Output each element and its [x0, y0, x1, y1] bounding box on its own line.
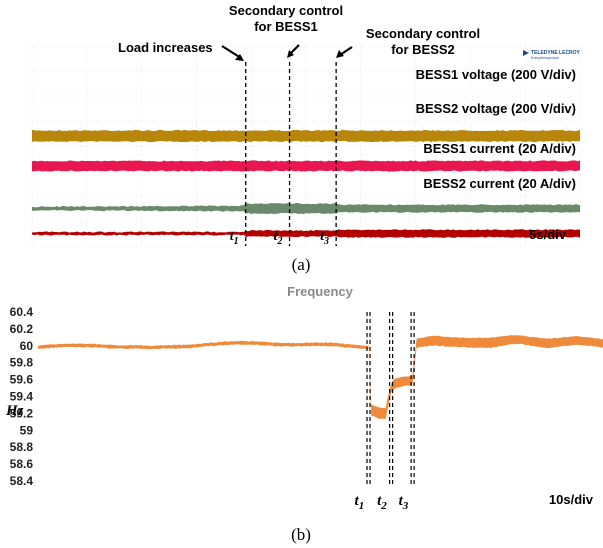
y-tick-label: 59 [20, 423, 34, 437]
sec1-arrowhead-icon [287, 50, 294, 58]
frequency-event-label: t1 [355, 493, 365, 512]
y-tick-label: 58.6 [10, 457, 34, 471]
load-increases-annotation: Load increases [118, 40, 213, 55]
scope-grid [31, 45, 581, 247]
logo-mark-icon [523, 50, 529, 56]
scope-panel: TELEDYNE LECROY Everywhereyoulook BESS1 … [31, 3, 581, 274]
frequency-trace [38, 334, 603, 419]
frequency-event-label: t3 [399, 493, 409, 512]
bess1-current-label: BESS1 current (20 A/div) [423, 141, 576, 156]
frequency-timebase: 10s/div [549, 492, 594, 507]
scope-trace-3 [32, 203, 580, 215]
load-arrow [221, 45, 242, 59]
secondary-control-bess1-line2: for BESS1 [254, 19, 318, 34]
bess2-voltage-label: BESS2 voltage (200 V/div) [416, 101, 576, 116]
frequency-title: Frequency [287, 284, 354, 299]
y-tick-label: 59.6 [10, 373, 34, 387]
scope-traces [32, 129, 580, 238]
panel-b-caption: (b) [291, 525, 311, 544]
logo-text: TELEDYNE LECROY [531, 50, 581, 56]
y-tick-label: 59.2 [10, 406, 34, 420]
secondary-control-bess2-line1: Secondary control [366, 26, 480, 41]
frequency-event-label: t2 [377, 493, 387, 512]
bess2-current-label: BESS2 current (20 A/div) [423, 176, 576, 191]
scope-trace-2 [32, 160, 580, 172]
scope-event-label: t2 [274, 229, 283, 247]
scope-event-label: t3 [320, 229, 329, 247]
frequency-y-ticks: 60.4 60.2 60 59.8 59.6 59.4 59.2 59 58.8 58.6 58.4 [10, 305, 34, 488]
frequency-event-labels: t1 t2 t3 [355, 493, 409, 512]
teledyne-lecroy-logo: TELEDYNE LECROY Everywhereyoulook [523, 50, 581, 60]
annotation-arrows [221, 44, 353, 61]
frequency-plot-area [38, 334, 603, 419]
hz-axis-label: Hz [5, 403, 24, 419]
y-tick-label: 59.4 [10, 390, 34, 404]
frequency-event-lines [366, 312, 415, 486]
y-tick-label: 60.4 [10, 305, 34, 319]
y-tick-label: 58.8 [10, 440, 34, 454]
scope-event-lines [245, 62, 337, 246]
y-tick-label: 59.8 [10, 356, 34, 370]
panel-a-caption: (a) [292, 255, 311, 274]
scope-trace-1 [32, 129, 580, 143]
sec2-arrowhead-icon [336, 50, 344, 58]
secondary-control-bess2-line2: for BESS2 [391, 42, 455, 57]
y-tick-label: 58.4 [10, 474, 34, 488]
logo-subtext: Everywhereyoulook [531, 56, 559, 60]
bess1-voltage-label: BESS1 voltage (200 V/div) [416, 67, 576, 82]
scope-trace-4 [32, 229, 580, 238]
scope-timebase: 5s/div [529, 227, 567, 242]
scope-event-label: t1 [230, 229, 239, 247]
load-arrowhead-icon [235, 54, 244, 61]
secondary-control-bess1-line1: Secondary control [229, 3, 343, 18]
y-tick-label: 60.2 [10, 322, 34, 336]
frequency-panel: Frequency 60.4 60.2 60 59.8 59.6 59.4 59.2 59 58… [5, 284, 603, 544]
scope-event-labels: t1 t2 t3 [230, 229, 329, 247]
y-tick-label: 60 [20, 339, 34, 353]
